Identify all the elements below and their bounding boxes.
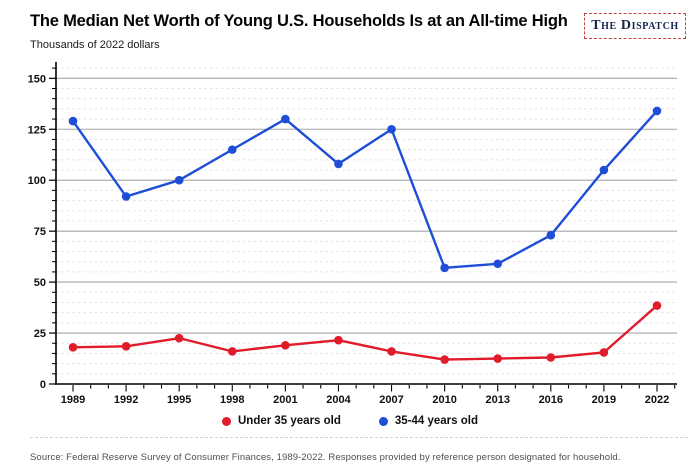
data-point-under-35-years-old-2022	[652, 301, 662, 310]
legend-label: Under 35 years old	[237, 415, 341, 427]
data-point-35-44-years-old-1992	[121, 192, 131, 201]
x-tick-label: 2013	[485, 394, 509, 406]
x-tick-label: 2010	[432, 394, 456, 406]
data-point-under-35-years-old-1998	[227, 347, 237, 356]
y-tick-label: 0	[40, 379, 46, 391]
data-point-35-44-years-old-2007	[387, 124, 396, 134]
x-tick-label: 2007	[379, 394, 403, 406]
x-tick-label: 2019	[592, 394, 616, 406]
x-tick-label: 2004	[326, 394, 351, 406]
legend-item-under-35-years-old: Under 35 years old	[221, 415, 341, 427]
data-point-35-44-years-old-1998	[227, 145, 237, 154]
series-line-35-44-years-old	[71, 109, 659, 270]
dispatch-logo: The Dispatch	[584, 13, 686, 39]
data-point-35-44-years-old-1995	[174, 175, 184, 185]
legend-marker-icon	[378, 416, 388, 426]
data-point-35-44-years-old-2010	[440, 263, 449, 273]
x-tick-label: 2016	[539, 394, 563, 406]
data-point-under-35-years-old-1989	[68, 343, 78, 352]
data-point-35-44-years-old-2022	[652, 106, 662, 116]
data-point-35-44-years-old-2004	[334, 159, 343, 169]
y-tick-label: 25	[34, 328, 46, 340]
data-point-under-35-years-old-1995	[174, 333, 184, 343]
chart-title: The Median Net Worth of Young U.S. House…	[30, 12, 568, 30]
data-point-35-44-years-old-1989	[68, 116, 78, 126]
line-chart: 0 25 50 75 100 125 150 1989 1992 1995 1998 2001 2004…	[28, 62, 677, 406]
data-point-under-35-years-old-2007	[387, 347, 396, 356]
x-tick-label: 1998	[220, 394, 244, 406]
data-point-under-35-years-old-2004	[334, 335, 343, 345]
data-point-under-35-years-old-2013	[493, 354, 503, 363]
x-tick-label: 2022	[645, 394, 669, 406]
data-point-under-35-years-old-2001	[281, 340, 290, 350]
data-point-35-44-years-old-2001	[281, 114, 290, 124]
data-point-under-35-years-old-2019	[599, 348, 609, 357]
series-line-under-35-years-old	[71, 304, 659, 361]
data-point-35-44-years-old-2019	[599, 165, 609, 175]
x-tick-label: 1989	[61, 394, 85, 406]
chart-legend: Under 35 years old 35-44 years old	[0, 411, 700, 431]
data-point-35-44-years-old-2016	[546, 230, 556, 240]
data-point-under-35-years-old-2010	[440, 355, 449, 364]
y-tick-label: 75	[34, 226, 46, 238]
legend-label: 35-44 years old	[394, 415, 478, 427]
y-tick-label: 50	[34, 277, 46, 289]
y-tick-label: 125	[28, 124, 46, 136]
data-point-35-44-years-old-2013	[493, 259, 503, 269]
y-tick-label: 100	[28, 175, 46, 187]
chart-subtitle: Thousands of 2022 dollars	[30, 39, 160, 51]
x-tick-label: 2001	[273, 394, 297, 406]
footer-divider	[30, 437, 688, 438]
legend-item-35-44-years-old: 35-44 years old	[378, 415, 478, 427]
data-point-under-35-years-old-2016	[546, 353, 556, 362]
y-tick-label: 150	[28, 73, 46, 85]
dispatch-logo-text: The Dispatch	[591, 18, 679, 33]
x-tick-label: 1992	[114, 394, 138, 406]
x-tick-label: 1995	[167, 394, 191, 406]
data-point-under-35-years-old-1992	[121, 341, 131, 351]
source-note: Source: Federal Reserve Survey of Consum…	[30, 452, 621, 463]
legend-marker-icon	[221, 416, 231, 426]
